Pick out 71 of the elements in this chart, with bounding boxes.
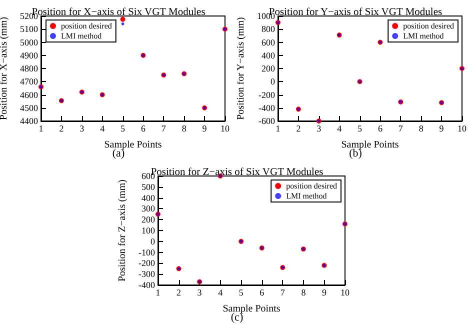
x-tick-label: 10 [340,288,350,298]
x-tick-label: 4 [218,288,224,298]
y-tick-label: 5000 [20,37,38,48]
y-tick-label: -600 [258,116,276,126]
x-tick-label: 9 [322,288,327,298]
x-tick-label: 4 [337,124,342,134]
y-tick-label: 200 [262,64,276,74]
x-tick-label: 7 [398,124,404,134]
y-tick-label: 600 [262,37,276,48]
legend-label: LMI method [403,32,444,40]
x-axis-title: Sample Points [222,304,280,314]
text: (b) [349,148,362,160]
y-tick-label: 100 [142,226,156,236]
x-tick-label: 2 [59,124,64,134]
x-tick-label: 9 [439,124,444,134]
x-tick-label: 7 [161,124,166,134]
x-tick-label: 6 [260,288,265,298]
legend-label: position desired [286,182,338,190]
x-axis-title: Sample Points [104,140,162,150]
y-tick-label: -400 [138,280,156,290]
legend-label: position desired [61,22,112,30]
point [120,16,126,22]
y-tick-label: 0 [150,236,156,246]
x-tick-label: 10 [458,124,467,134]
y-tick-label: -200 [138,258,156,268]
x-tick-label: 6 [378,124,383,134]
text: (c) [230,312,244,324]
y-tick-label: -400 [258,102,276,113]
x-tick-label: 1 [156,288,160,298]
x-tick-label: 8 [418,124,424,134]
x-tick-label: 7 [280,288,286,298]
y-tick-label: 800 [262,24,276,34]
y-tick-label: -100 [138,247,156,258]
x-tick-label: 2 [176,288,182,298]
x-tick-label: 8 [182,124,187,134]
x-tick-label: 5 [238,288,244,298]
x-axis-title: Sample Points [341,140,399,150]
x-tick-label: 5 [120,124,126,134]
y-tick-label: 4500 [20,102,38,113]
y-tick-label: 4900 [20,50,38,60]
y-tick-label: 500 [142,182,156,192]
y-tick-label: 400 [142,192,156,203]
y-axis-title: Position for Z−axis (mm) [117,179,128,282]
y-tick-label: 0 [270,76,276,87]
y-tick-label: 300 [142,204,156,214]
y-tick-label: 400 [262,50,276,60]
x-tick-label: 3 [80,124,85,134]
x-tick-label: 3 [197,288,202,298]
y-tick-label: -300 [138,269,156,280]
y-tick-label: 4600 [20,90,38,100]
x-tick-label: 2 [296,124,301,134]
x-tick-label: 9 [202,124,208,134]
x-tick-label: 1 [276,124,280,134]
y-tick-label: 5100 [20,24,38,34]
x-tick-label: 5 [358,124,363,134]
y-tick-label: 4800 [20,64,38,74]
y-tick-label: 4400 [20,116,38,126]
point [121,22,124,26]
y-tick-label: 4700 [20,76,38,87]
y-tick-label: -200 [258,90,276,100]
legend-label: LMI method [61,32,102,40]
x-tick-label: 4 [100,124,106,134]
x-tick-label: 10 [220,124,230,134]
x-tick-label: 8 [301,288,306,298]
x-tick-label: 1 [38,124,44,134]
legend-label: LMI method [286,192,327,200]
x-tick-label: 6 [140,124,146,134]
x-tick-label: 3 [316,124,322,134]
text: (a) [112,148,125,160]
y-tick-label: 200 [142,214,156,225]
legend-label: position desired [403,22,454,30]
